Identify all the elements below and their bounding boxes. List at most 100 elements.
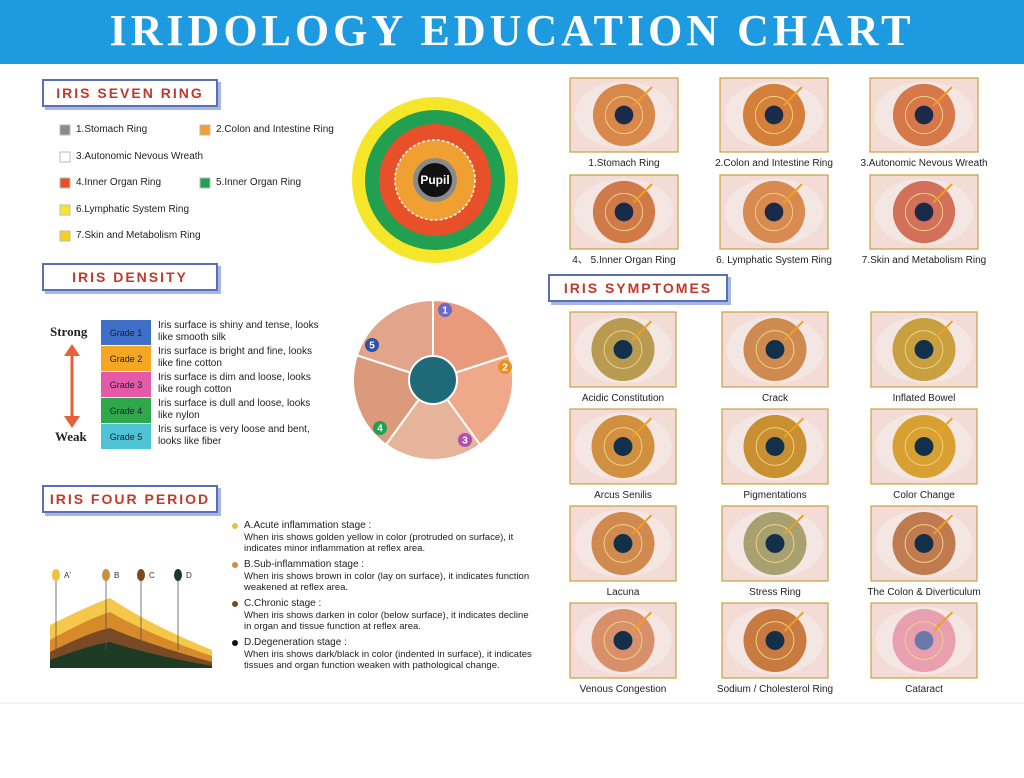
grade-description: Iris surface is dull and loose, looks li… [158, 398, 311, 421]
photo-caption: Color Change [893, 490, 955, 501]
wheel-label: 5 [369, 341, 375, 352]
pointer [783, 611, 805, 632]
wheel-label: 4 [377, 424, 383, 435]
marker-label: B [114, 571, 119, 580]
marker [137, 569, 145, 581]
arrow-head [64, 416, 80, 428]
iris-ring [904, 621, 944, 660]
grade-label: Grade 3 [109, 380, 143, 390]
iris-ring [754, 192, 794, 232]
legend-swatch [59, 177, 71, 189]
wheel-label: 3 [462, 436, 468, 447]
iris-ring [904, 95, 944, 135]
wheel-center [408, 355, 458, 405]
legend-swatch [59, 151, 71, 163]
weak-label: Weak [55, 429, 87, 444]
photo-caption: Acidic Constitution [581, 393, 665, 404]
section-heading: IRIS DENSITY [42, 263, 218, 291]
pointer [932, 320, 954, 341]
grade-box [101, 320, 151, 345]
pupil [914, 437, 934, 456]
grade-box [101, 424, 151, 449]
photo-caption: Pigmentations [743, 490, 807, 501]
legend-swatch [59, 204, 71, 216]
marker [52, 569, 60, 581]
legend-label: 1.Stomach Ring [76, 124, 148, 135]
pupil [613, 534, 633, 553]
grade-label: Grade 2 [109, 354, 143, 364]
stage-bullet [232, 640, 238, 646]
legend-label: 2.Colon and Intestine Ring [216, 124, 334, 135]
stage-title: B.Sub-inflammation stage : [244, 559, 365, 570]
photo-caption: Cataract [905, 684, 943, 695]
legend-swatch [59, 230, 71, 242]
grade-label: Grade 1 [109, 328, 143, 338]
pupil [764, 202, 784, 222]
wheel-label-bg [438, 303, 452, 317]
pupil-label: Pupil [420, 173, 449, 187]
pupil [765, 340, 785, 359]
legend-label: 7.Skin and Metabolism Ring [76, 230, 201, 241]
pupil [614, 202, 634, 222]
photo-caption: Sodium / Cholesterol Ring [716, 684, 834, 695]
wheel-label-bg [365, 338, 379, 352]
stage-bullet [232, 562, 238, 568]
photo-caption: 6. Lymphatic System Ring [716, 255, 832, 266]
pointer [632, 86, 653, 107]
grade-description: Iris surface is shiny and tense, looks l… [158, 320, 319, 343]
section-heading: IRIS SEVEN RING [42, 79, 218, 107]
wheel-label-bg [498, 360, 512, 374]
stage-text: When iris shows dark/black in color (ind… [244, 649, 532, 671]
pointer [631, 514, 653, 535]
iris-ring [904, 524, 944, 563]
pupil [613, 340, 633, 359]
pupil [764, 105, 784, 125]
ring [418, 163, 452, 197]
photo-caption: 3.Autonomic Nevous Wreath [860, 158, 988, 169]
stage-title: D.Degeneration stage : [244, 637, 347, 648]
pointer [631, 611, 653, 632]
grade-description: Iris surface is dim and loose, looks lik… [158, 372, 311, 395]
photo-caption: 7.Skin and Metabolism Ring [861, 255, 987, 266]
marker-label: C [149, 571, 155, 580]
section-heading: IRIS SYMPTOMES [548, 274, 728, 302]
stage-text: When iris shows darken in color (below s… [244, 610, 529, 632]
photo-caption: Stress Ring [749, 587, 801, 598]
stage-text: When iris shows brown in color (lay on s… [244, 571, 530, 593]
stage-title: C.Chronic stage : [244, 598, 322, 609]
pointer [932, 86, 953, 107]
pupil [914, 340, 934, 359]
iris-ring [755, 427, 795, 466]
iris-ring [603, 330, 643, 369]
iris-ring [755, 621, 795, 660]
iris-ring [604, 95, 644, 135]
photo-caption: Inflated Bowel [892, 393, 956, 404]
pupil [914, 105, 934, 125]
photo-caption: Lacuna [606, 587, 640, 598]
pointer [631, 417, 653, 438]
strong-label: Strong [50, 324, 88, 339]
photo-caption: The Colon & Diverticulum [867, 587, 981, 598]
iris-ring [604, 192, 644, 232]
pointer [631, 320, 653, 341]
wheel-segment [384, 378, 482, 461]
stage-text: When iris shows golden yellow in color (… [244, 532, 514, 554]
wheel-segment [432, 298, 511, 382]
pointer [783, 514, 805, 535]
arrow-head [64, 344, 80, 356]
pupil [765, 437, 785, 456]
marker [102, 569, 110, 581]
legend-label: 5.Inner Organ Ring [216, 177, 302, 188]
period-band [50, 642, 212, 668]
photo-caption: 4、 5.Inner Organ Ring [572, 255, 676, 266]
iris-ring [603, 621, 643, 660]
stage-bullet [232, 523, 238, 529]
pointer [783, 320, 805, 341]
iris-ring [754, 95, 794, 135]
iris-ring [904, 192, 944, 232]
pupil [765, 534, 785, 553]
pointer [782, 183, 803, 204]
grade-description: Iris surface is bright and fine, looks l… [158, 346, 312, 369]
pupil [914, 534, 934, 553]
